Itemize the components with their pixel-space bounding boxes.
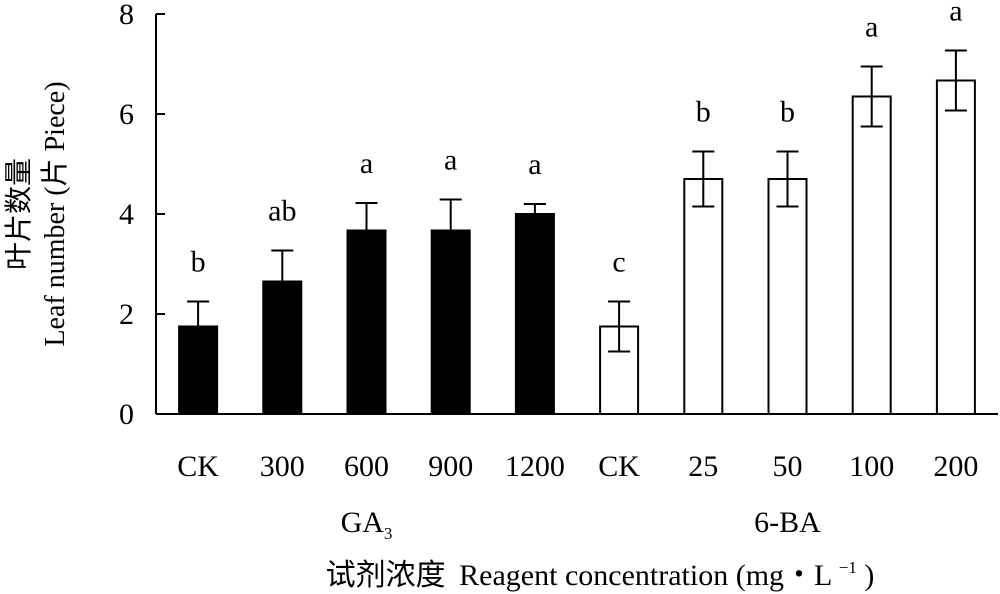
x-axis-title-unit-exponent: −1 [839, 558, 857, 577]
x-tick-label: 50 [773, 450, 803, 483]
group-label-name: GA [341, 506, 385, 539]
x-tick-label: 300 [260, 450, 305, 483]
group-label-subscript: 3 [384, 524, 393, 543]
x-tick-label: 25 [688, 450, 718, 483]
significance-letter: a [444, 144, 457, 177]
x-axis-title-close: ) [864, 559, 874, 592]
x-tick-label: 200 [933, 450, 978, 483]
bar [767, 178, 808, 415]
significance-letter: a [528, 148, 541, 181]
y-tick-label: 0 [119, 398, 134, 431]
bar [683, 178, 724, 415]
x-axis-title: 试剂浓度 Reagent concentration (mg・L −1 ) [326, 547, 875, 592]
x-tick-label: 900 [428, 450, 473, 483]
group-label-name: 6-BA [754, 506, 821, 539]
x-tick-label: 1200 [505, 450, 565, 483]
group-label: 6-BA [754, 506, 821, 539]
y-ticks: 0 2 4 6 8 [119, 0, 165, 431]
significance-letter: ab [268, 195, 296, 228]
x-tick-label: 100 [849, 450, 894, 483]
bar [935, 79, 976, 415]
bar [851, 95, 892, 415]
bar [514, 213, 555, 415]
y-axis-title-en: Leaf number (片 Piece) [39, 81, 71, 346]
significance-letter: b [780, 96, 795, 129]
y-tick-label: 2 [119, 298, 134, 331]
significance-letter: a [360, 147, 373, 180]
x-axis-title-cn: 试剂浓度 [326, 559, 446, 592]
significance-letter: a [949, 0, 962, 28]
bar [346, 229, 387, 415]
plot-area: b ab a a a c b b a a [178, 0, 976, 415]
x-tick-label: 600 [344, 450, 389, 483]
x-tick-label: CK [598, 450, 640, 483]
significance-letter: c [612, 246, 625, 279]
y-axis-title-cn: 叶片数量 [3, 158, 35, 270]
x-tick-label: CK [177, 450, 219, 483]
group-label: GA3 [341, 506, 393, 543]
y-tick-label: 6 [119, 98, 134, 131]
significance-letter: b [191, 246, 206, 279]
y-axis-title: 叶片数量 Leaf number (片 Piece) [3, 81, 71, 346]
y-tick-label: 8 [119, 0, 134, 31]
significance-letter: a [865, 11, 878, 44]
significance-letter: b [696, 96, 711, 129]
x-axis-title-en: Reagent concentration (mg・L [459, 559, 831, 592]
x-ticks: CK 300 600 900 1200 CK 25 50 100 200 [177, 450, 978, 483]
y-tick-label: 4 [119, 198, 134, 231]
group-labels: GA3 6-BA [341, 506, 822, 543]
